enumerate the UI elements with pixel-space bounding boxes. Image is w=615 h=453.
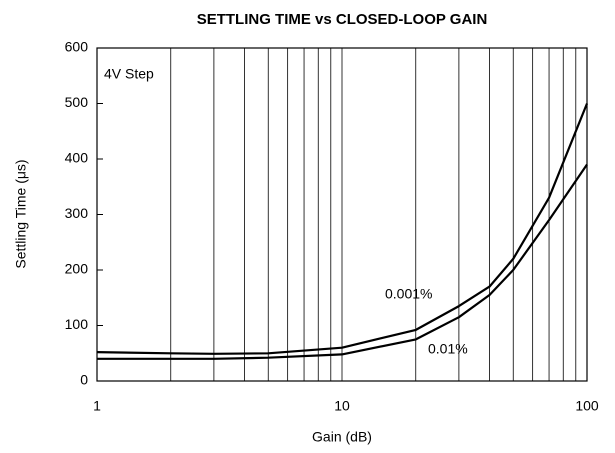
series-line: [97, 163, 588, 360]
y-tick-label: 300: [65, 205, 89, 221]
y-tick-label: 0: [80, 372, 88, 388]
series-label: 0.001%: [385, 286, 432, 302]
x-axis-label: Gain (dB): [312, 429, 372, 445]
plot-frame: [96, 47, 588, 382]
y-axis-label: Settling Time (μs): [13, 159, 29, 268]
y-tick-label: 400: [65, 150, 89, 166]
series-line: [96, 103, 589, 355]
y-tick-label: 100: [65, 316, 89, 332]
y-tick-label: 200: [65, 261, 89, 277]
series-label: 0.01%: [428, 341, 468, 357]
y-tick-label: 500: [65, 94, 89, 110]
x-tick-label: 1: [93, 398, 101, 414]
chart-title: SETTLING TIME vs CLOSED-LOOP GAIN: [197, 11, 488, 28]
annotation: 4V Step: [104, 66, 154, 82]
x-tick-label: 100: [575, 398, 599, 414]
y-tick-label: 600: [65, 39, 89, 55]
x-tick-label: 10: [334, 398, 350, 414]
